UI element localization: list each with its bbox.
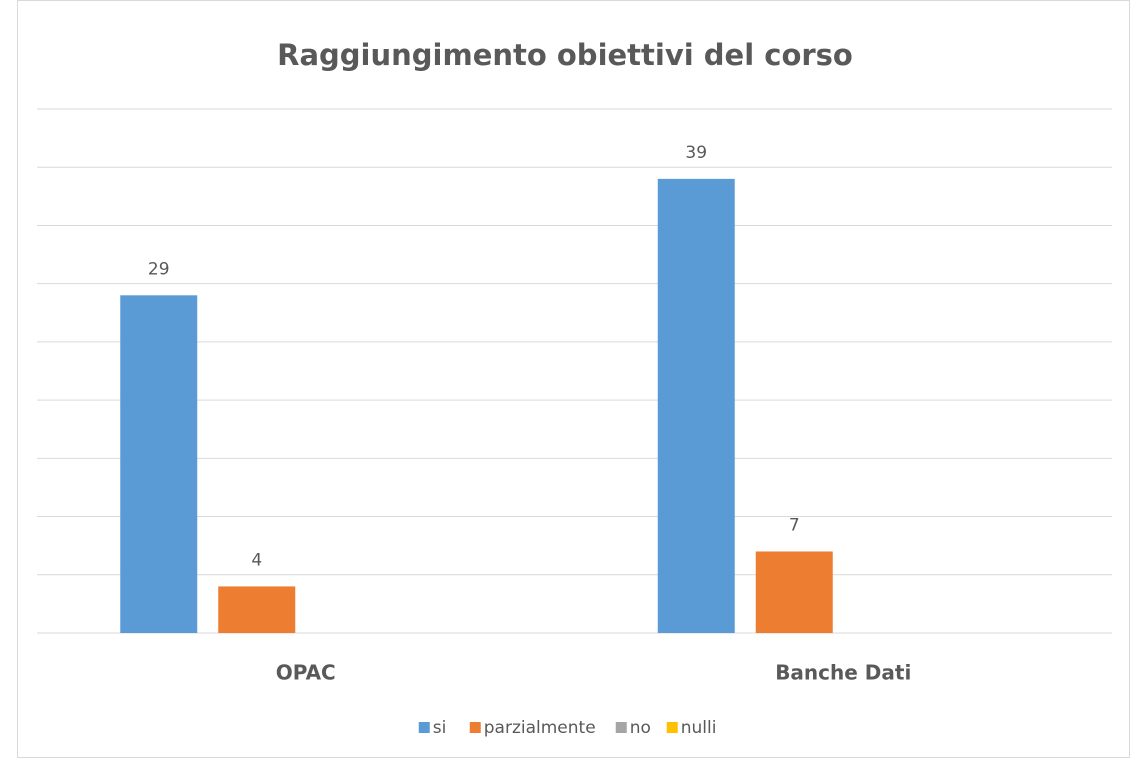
bar — [120, 295, 198, 633]
legend-label: nulli — [681, 718, 717, 738]
data-label: 39 — [685, 143, 707, 163]
data-label: 7 — [789, 515, 800, 535]
legend-swatch — [615, 722, 627, 733]
bar — [218, 586, 296, 633]
x-tick-label: OPAC — [276, 661, 336, 685]
bar — [657, 178, 735, 633]
legend-swatch — [469, 722, 481, 733]
bar — [755, 551, 833, 633]
legend-swatch — [666, 722, 678, 733]
chart-title: Raggiungimento obiettivi del corso — [277, 38, 853, 72]
data-label: 29 — [148, 259, 170, 279]
chart-frame — [17, 0, 1130, 758]
data-label: 4 — [251, 550, 262, 570]
legend-label: no — [630, 718, 651, 738]
legend-swatch — [418, 722, 430, 733]
legend-label: si — [433, 718, 447, 738]
legend-label: parzialmente — [484, 718, 596, 738]
x-tick-label: Banche Dati — [775, 661, 911, 685]
